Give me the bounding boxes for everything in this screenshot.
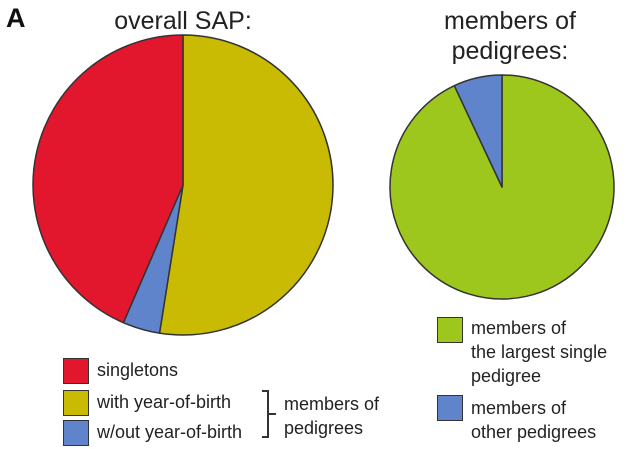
legend-swatch-without-year-of-birth bbox=[63, 420, 89, 446]
legend-label-other-pedigrees: members of other pedigrees bbox=[471, 396, 596, 444]
panel-label: A bbox=[6, 3, 26, 33]
legend-label-largest-line-2: the largest single bbox=[471, 342, 608, 362]
legend-label-other-line-2: other pedigrees bbox=[471, 422, 597, 442]
legend-bracket-label: members of pedigrees bbox=[284, 392, 379, 440]
legend-swatch-largest-pedigree bbox=[437, 317, 463, 343]
left-chart-title: overall SAP: bbox=[114, 7, 252, 35]
legend-bracket bbox=[262, 390, 276, 438]
pie-slice-with-year-of-birth bbox=[158, 34, 334, 336]
legend-label-largest-line-3: pedigree bbox=[471, 366, 542, 386]
legend-bracket-label-line-1: members of bbox=[284, 394, 380, 414]
legend-swatch-other-pedigrees bbox=[437, 395, 463, 421]
legend-label-singletons: singletons bbox=[97, 360, 179, 380]
pie-slice-members-of-other-pedigrees bbox=[453, 74, 503, 188]
legend-swatch-with-year-of-birth bbox=[63, 390, 89, 416]
legend-label-other-line-1: members of bbox=[471, 398, 567, 418]
legend-label-with-year-of-birth: with year-of-birth bbox=[97, 392, 232, 412]
legend-label-largest-pedigree: members of the largest single pedigree bbox=[471, 316, 607, 388]
right-pie-chart bbox=[389, 74, 615, 300]
left-pie-chart bbox=[32, 34, 334, 336]
right-chart-title-line-2: pedigrees: bbox=[451, 37, 569, 65]
legend-label-without-year-of-birth: w/out year-of-birth bbox=[97, 422, 243, 442]
legend-swatch-singletons bbox=[63, 358, 89, 384]
legend-bracket-label-line-2: pedigrees bbox=[284, 418, 364, 438]
right-chart-title: members of pedigrees: bbox=[400, 6, 620, 66]
legend-label-largest-line-1: members of bbox=[471, 318, 567, 338]
pie-slice-singletons bbox=[32, 34, 184, 324]
right-chart-title-line-1: members of bbox=[444, 7, 576, 35]
